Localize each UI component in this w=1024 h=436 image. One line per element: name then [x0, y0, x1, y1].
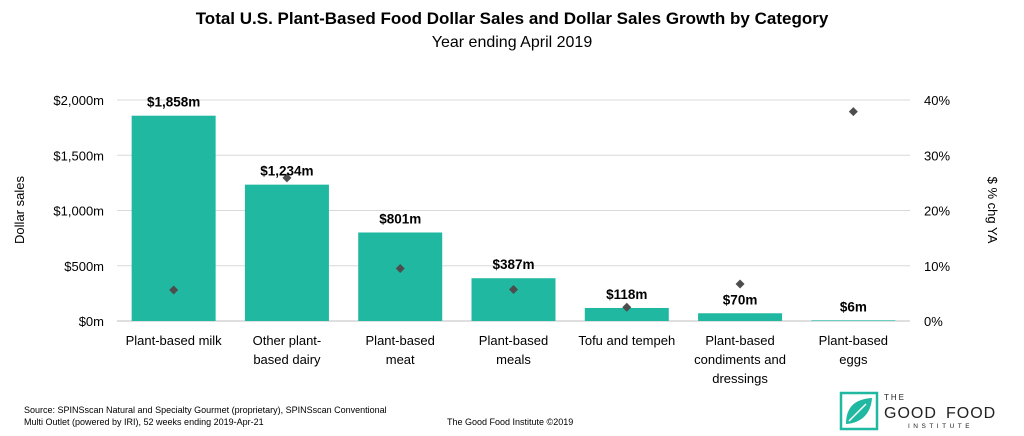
bar-value-label: $1,858m: [147, 95, 200, 110]
growth-point: [169, 285, 179, 295]
category-label: Plant-based meat: [366, 333, 435, 367]
logo-good: GOOD: [884, 405, 937, 422]
source-line-1: Source: SPINSscan Natural and Specialty …: [24, 405, 387, 415]
bar-value-label: $1,234m: [260, 164, 313, 179]
credit-text: The Good Food Institute ©2019: [447, 417, 573, 427]
category-label: Plant-based eggs: [819, 333, 888, 367]
category-label: Tofu and tempeh: [578, 333, 675, 348]
chart-subtitle: Year ending April 2019: [432, 34, 593, 51]
y-axis-right-label: $ % chg YA: [985, 177, 1000, 244]
bar-value-label: $70m: [723, 292, 758, 307]
y-tick-label-left: $1,000m: [53, 204, 104, 219]
bar-value-label: $6m: [840, 299, 867, 314]
growth-point: [848, 107, 858, 117]
category-label: Plant-based condiments and dressings: [694, 333, 786, 386]
bar-value-label: $387m: [492, 257, 534, 272]
bar: [244, 184, 329, 321]
y-axis-left-ticks: $0m $500m $1,000m $1,500m $2,000m: [53, 93, 104, 329]
growth-point: [735, 279, 745, 289]
logo-the: THE: [884, 393, 906, 402]
y-axis-left-label: Dollar sales: [12, 176, 27, 244]
y-tick-label-right: 30%: [924, 148, 950, 163]
y-tick-label-left: $2,000m: [53, 93, 104, 108]
bar-value-label: $118m: [606, 287, 647, 302]
logo-institute: INSTITUTE: [908, 423, 973, 430]
category-label: Plant-based milk: [126, 333, 223, 348]
growth-point: [282, 173, 292, 183]
logo-food: FOOD: [946, 405, 996, 422]
y-tick-label-left: $1,500m: [53, 148, 104, 163]
y-tick-label-right: 0%: [924, 314, 943, 329]
bar: [811, 320, 896, 321]
category-labels: Plant-based milk Other plant-based dairy P…: [126, 333, 888, 386]
growth-point: [509, 285, 518, 295]
leaf-vein-icon: [848, 403, 867, 422]
bar: [358, 232, 443, 321]
growth-point: [395, 264, 405, 274]
bar: [471, 278, 556, 321]
y-tick-label-right: 40%: [924, 93, 950, 108]
category-label: Other plant-based dairy: [253, 333, 322, 367]
gfi-logo-mark: [839, 391, 879, 431]
y-axis-right-ticks: 0% 10% 20% 30% 40%: [924, 93, 950, 329]
y-tick-label-left: $0m: [79, 314, 104, 329]
y-tick-label-right: 20%: [924, 204, 950, 219]
chart-title: Total U.S. Plant-Based Food Dollar Sales…: [196, 9, 829, 28]
growth-series: [169, 107, 858, 312]
y-tick-label-left: $500m: [64, 259, 104, 274]
bar-data-labels: $1,858m $1,234m $801m $387m $118m $70m $6m: [147, 95, 867, 315]
bar-value-label: $801m: [379, 211, 421, 226]
growth-point: [622, 302, 632, 312]
source-line-2: Multi Outlet (powered by IRI), 52 weeks …: [24, 417, 264, 427]
bar-series: [131, 115, 896, 321]
bar: [698, 313, 783, 321]
category-label: Plant-based meals: [479, 333, 548, 367]
gfi-logo: THE GOOD FOOD INSTITUTE: [839, 391, 996, 431]
bar: [584, 307, 669, 321]
y-tick-label-right: 10%: [924, 259, 950, 274]
